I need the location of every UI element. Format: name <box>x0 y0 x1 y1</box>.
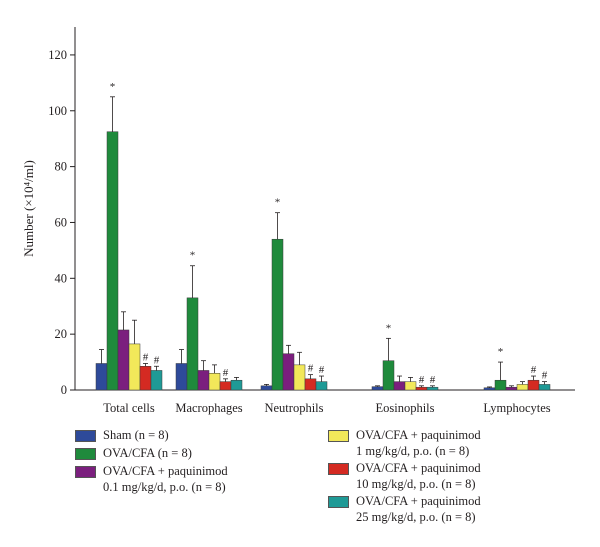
bar <box>186 297 199 391</box>
y-tick-label: 100 <box>48 104 67 118</box>
legend-swatch-paq-1 <box>328 430 349 442</box>
significance-mark: # <box>143 351 149 363</box>
x-tick-label: Total cells <box>103 401 155 415</box>
bar <box>527 379 540 391</box>
bar <box>293 364 306 391</box>
legend-label-paq-25: OVA/CFA + paquinimod <box>356 494 481 508</box>
legend-detail-paq-1: 1 mg/kg/d, p.o. (n = 8) <box>356 444 470 458</box>
bar <box>197 370 210 391</box>
bar <box>139 366 152 391</box>
significance-mark: # <box>223 367 229 379</box>
significance-mark: # <box>542 370 548 382</box>
bar <box>271 238 284 391</box>
y-tick-label: 20 <box>55 327 68 341</box>
bar <box>219 381 232 391</box>
legend-swatch-ova-cfa <box>75 448 96 460</box>
legend-swatch-paq-10 <box>328 463 349 475</box>
significance-mark: * <box>275 197 281 209</box>
bar <box>371 386 384 391</box>
significance-mark: * <box>190 250 196 262</box>
bar <box>382 360 395 391</box>
bar <box>117 329 130 391</box>
bar <box>415 386 428 391</box>
significance-mark: # <box>154 354 160 366</box>
legend-label-ova-cfa: OVA/CFA (n = 8) <box>103 446 192 460</box>
bar <box>230 379 243 391</box>
significance-mark: # <box>319 364 325 376</box>
bar <box>393 381 406 391</box>
significance-mark: * <box>110 81 116 93</box>
legend-label-sham: Sham (n = 8) <box>103 428 169 442</box>
y-axis-title: Number (×10⁴/ml) <box>21 160 36 257</box>
significance-mark: * <box>498 346 504 358</box>
y-tick-label: 80 <box>55 160 68 174</box>
bar <box>260 385 273 391</box>
bar <box>175 363 188 391</box>
x-tick-label: Neutrophils <box>264 401 323 415</box>
legend-swatch-paq-0-1 <box>75 466 96 478</box>
bar <box>95 363 108 391</box>
legend-swatch-sham <box>75 430 96 442</box>
bar <box>494 379 507 391</box>
significance-mark: # <box>308 363 314 375</box>
legend-label-paq-1: OVA/CFA + paquinimod <box>356 428 481 442</box>
bar <box>426 386 439 391</box>
legend-detail-paq-10: 10 mg/kg/d, p.o. (n = 8) <box>356 477 476 491</box>
bar <box>538 384 551 391</box>
bar <box>282 353 295 391</box>
legend-label-paq-0-1: OVA/CFA + paquinimod <box>103 464 228 478</box>
significance-mark: # <box>419 374 425 386</box>
bar <box>106 131 119 391</box>
significance-mark: # <box>430 374 436 386</box>
bar <box>315 381 328 391</box>
bar <box>505 386 518 391</box>
significance-mark: * <box>386 322 392 334</box>
legend-detail-paq-25: 25 mg/kg/d, p.o. (n = 8) <box>356 510 476 524</box>
legend-detail-paq-0-1: 0.1 mg/kg/d, p.o. (n = 8) <box>103 480 226 494</box>
bar <box>208 372 221 391</box>
legend-label-paq-10: OVA/CFA + paquinimod <box>356 461 481 475</box>
significance-mark: # <box>531 364 537 376</box>
bar <box>150 370 163 391</box>
bar <box>483 387 496 391</box>
x-tick-label: Lymphocytes <box>483 401 550 415</box>
bar <box>128 343 141 391</box>
y-tick-label: 40 <box>55 271 68 285</box>
x-tick-label: Macrophages <box>175 401 242 415</box>
bar <box>516 384 529 391</box>
bar <box>304 378 317 391</box>
y-tick-label: 0 <box>61 383 67 397</box>
y-tick-label: 60 <box>55 215 68 229</box>
x-tick-label: Eosinophils <box>375 401 434 415</box>
y-tick-label: 120 <box>48 48 67 62</box>
legend-swatch-paq-25 <box>328 496 349 508</box>
bar <box>404 381 417 391</box>
